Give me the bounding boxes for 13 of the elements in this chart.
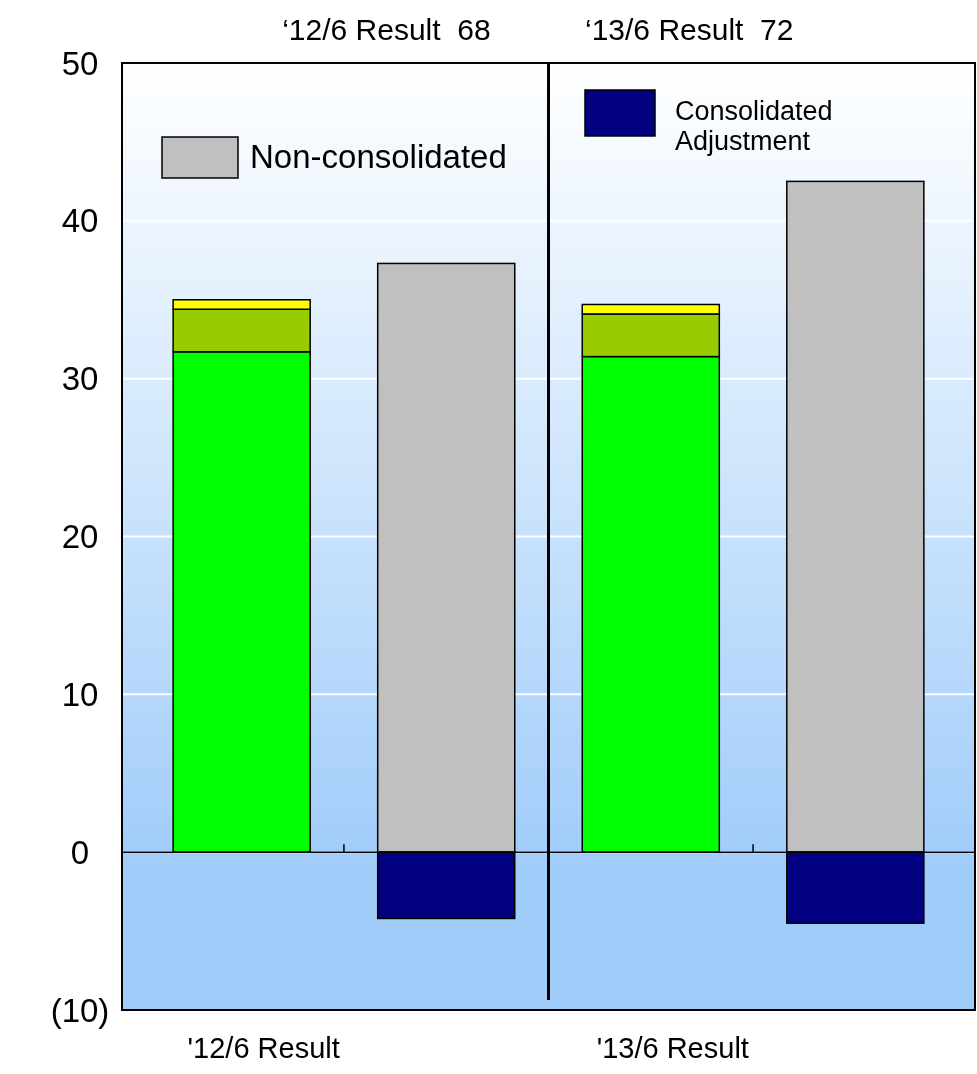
legend-label: Consolidated Adjustment [675,96,833,156]
text: ‘13/6 Result 72 [585,13,794,46]
y-tick-label: 40 [61,202,99,240]
legend-label: Non-consolidated [250,138,507,175]
text: ‘12/6 Result 68 [282,13,491,46]
y-tick-label: 50 [61,44,99,82]
y-tick-label: 20 [61,518,99,556]
x-tick-label: '12/6 Result [187,1032,340,1064]
y-tick-label: 10 [61,675,99,713]
y-tick-label: 30 [61,360,99,398]
x-tick-label: '13/6 Result [596,1032,749,1064]
y-tick-label: 0 [70,833,90,871]
y-tick-label: (10) [50,991,110,1029]
